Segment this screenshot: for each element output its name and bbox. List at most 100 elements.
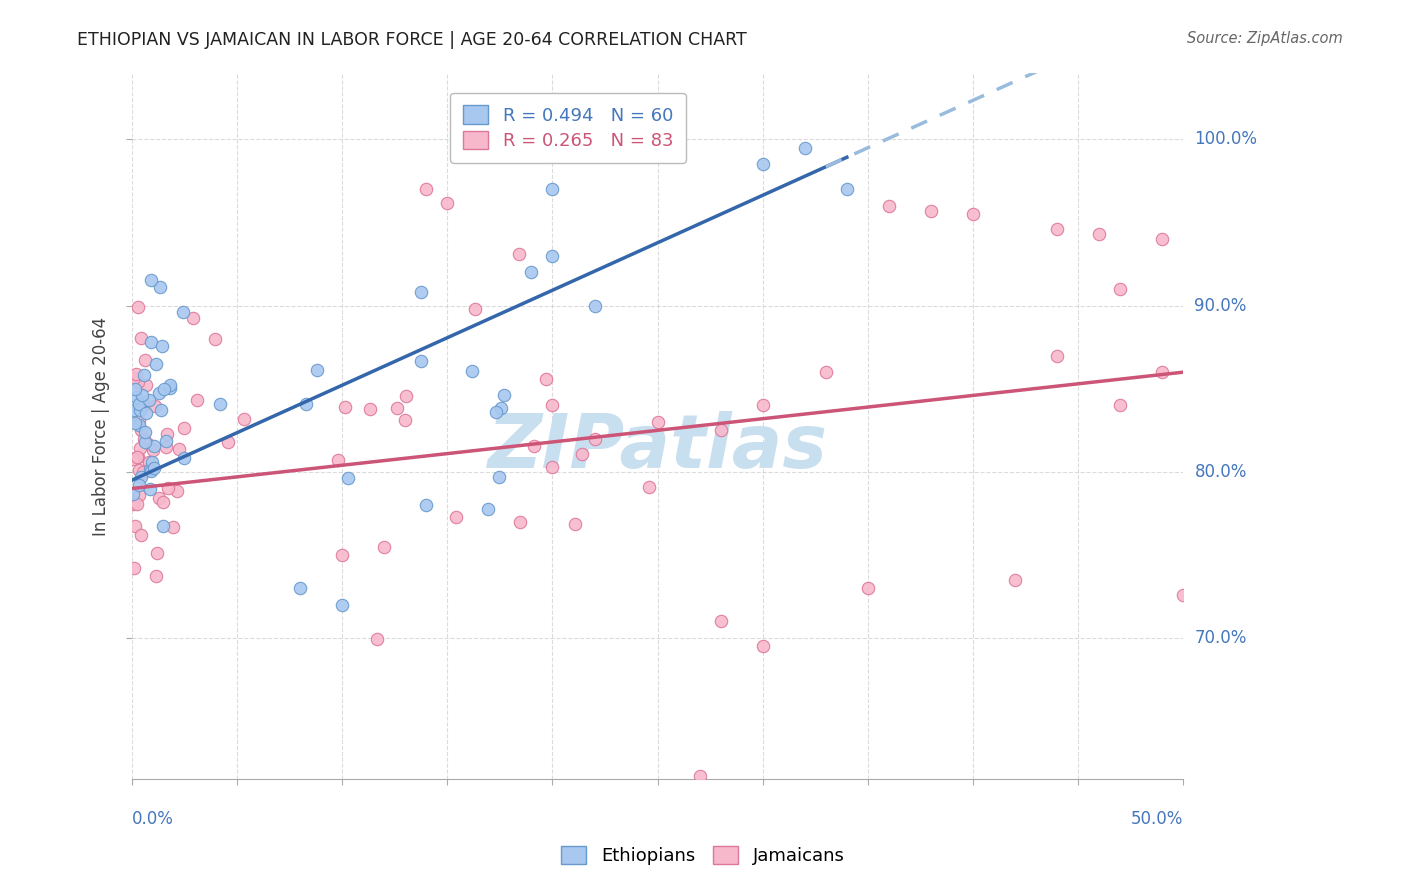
Point bbox=[132, 368, 155, 383]
Point bbox=[523, 439, 546, 453]
Point bbox=[162, 520, 184, 534]
Point bbox=[373, 540, 395, 554]
Point bbox=[436, 195, 458, 210]
Point bbox=[186, 392, 208, 407]
Point bbox=[583, 432, 606, 446]
Point bbox=[155, 434, 177, 449]
Point bbox=[489, 401, 512, 415]
Point bbox=[1152, 365, 1174, 379]
Point bbox=[159, 378, 181, 392]
Point bbox=[488, 469, 510, 483]
Point bbox=[751, 398, 773, 412]
Point bbox=[146, 546, 169, 560]
Point bbox=[143, 439, 166, 453]
Point bbox=[139, 483, 162, 497]
Point bbox=[131, 423, 153, 437]
Point bbox=[1109, 398, 1132, 412]
Point bbox=[148, 385, 170, 400]
Point bbox=[387, 401, 409, 415]
Point bbox=[148, 491, 170, 505]
Point bbox=[127, 450, 149, 465]
Point bbox=[139, 462, 162, 476]
Point bbox=[139, 464, 162, 478]
Point bbox=[541, 398, 564, 412]
Point bbox=[877, 199, 900, 213]
Point bbox=[583, 299, 606, 313]
Point bbox=[159, 381, 181, 395]
Point bbox=[1109, 282, 1132, 296]
Point bbox=[124, 416, 146, 430]
Point bbox=[135, 377, 157, 392]
Point bbox=[330, 598, 353, 612]
Point bbox=[138, 455, 160, 469]
Point bbox=[534, 372, 557, 386]
Point bbox=[464, 302, 486, 317]
Text: ETHIOPIAN VS JAMAICAN IN LABOR FORCE | AGE 20-64 CORRELATION CHART: ETHIOPIAN VS JAMAICAN IN LABOR FORCE | A… bbox=[77, 31, 747, 49]
Text: ZIPatlas: ZIPatlas bbox=[488, 411, 828, 483]
Text: 100.0%: 100.0% bbox=[1195, 130, 1257, 148]
Point bbox=[122, 451, 145, 466]
Point bbox=[121, 497, 143, 511]
Point bbox=[129, 403, 152, 417]
Point bbox=[710, 615, 733, 629]
Point bbox=[1152, 232, 1174, 246]
Point bbox=[129, 400, 152, 414]
Point bbox=[131, 470, 153, 484]
Point bbox=[125, 390, 148, 404]
Point bbox=[305, 363, 328, 377]
Point bbox=[751, 640, 773, 654]
Point bbox=[149, 280, 172, 294]
Point bbox=[233, 412, 256, 426]
Point bbox=[142, 442, 165, 457]
Point bbox=[131, 388, 153, 402]
Point bbox=[461, 364, 484, 378]
Point bbox=[127, 450, 149, 464]
Text: 90.0%: 90.0% bbox=[1195, 297, 1247, 315]
Point bbox=[122, 403, 145, 417]
Point bbox=[814, 365, 837, 379]
Point bbox=[141, 334, 163, 349]
Point bbox=[395, 389, 418, 403]
Point bbox=[141, 455, 163, 469]
Point bbox=[124, 518, 146, 533]
Point bbox=[209, 397, 232, 411]
Point bbox=[637, 480, 659, 494]
Point bbox=[173, 421, 195, 435]
Point bbox=[204, 333, 226, 347]
Point bbox=[127, 301, 149, 315]
Point bbox=[415, 498, 437, 512]
Point bbox=[135, 406, 157, 420]
Point bbox=[1046, 349, 1069, 363]
Point bbox=[647, 415, 669, 429]
Point bbox=[128, 441, 150, 455]
Point bbox=[415, 182, 437, 196]
Legend: Ethiopians, Jamaicans: Ethiopians, Jamaicans bbox=[550, 835, 856, 876]
Point bbox=[153, 383, 176, 397]
Point bbox=[152, 495, 174, 509]
Text: Source: ZipAtlas.com: Source: ZipAtlas.com bbox=[1187, 31, 1343, 46]
Text: 70.0%: 70.0% bbox=[1195, 629, 1247, 647]
Point bbox=[485, 405, 508, 419]
Point bbox=[124, 560, 146, 574]
Point bbox=[129, 331, 152, 345]
Point bbox=[446, 509, 468, 524]
Point bbox=[173, 451, 195, 466]
Point bbox=[139, 272, 162, 286]
Point bbox=[564, 516, 586, 531]
Point bbox=[122, 371, 145, 385]
Point bbox=[143, 460, 166, 475]
Point bbox=[128, 397, 150, 411]
Y-axis label: In Labor Force | Age 20-64: In Labor Force | Age 20-64 bbox=[93, 317, 110, 536]
Point bbox=[134, 425, 156, 439]
Point bbox=[122, 487, 145, 501]
Point bbox=[134, 353, 156, 368]
Point bbox=[751, 157, 773, 171]
Point bbox=[477, 502, 499, 516]
Point bbox=[394, 413, 416, 427]
Point bbox=[541, 182, 564, 196]
Point bbox=[962, 207, 984, 221]
Point bbox=[132, 432, 155, 446]
Point bbox=[366, 632, 388, 647]
Point bbox=[145, 569, 167, 583]
Point bbox=[920, 203, 942, 218]
